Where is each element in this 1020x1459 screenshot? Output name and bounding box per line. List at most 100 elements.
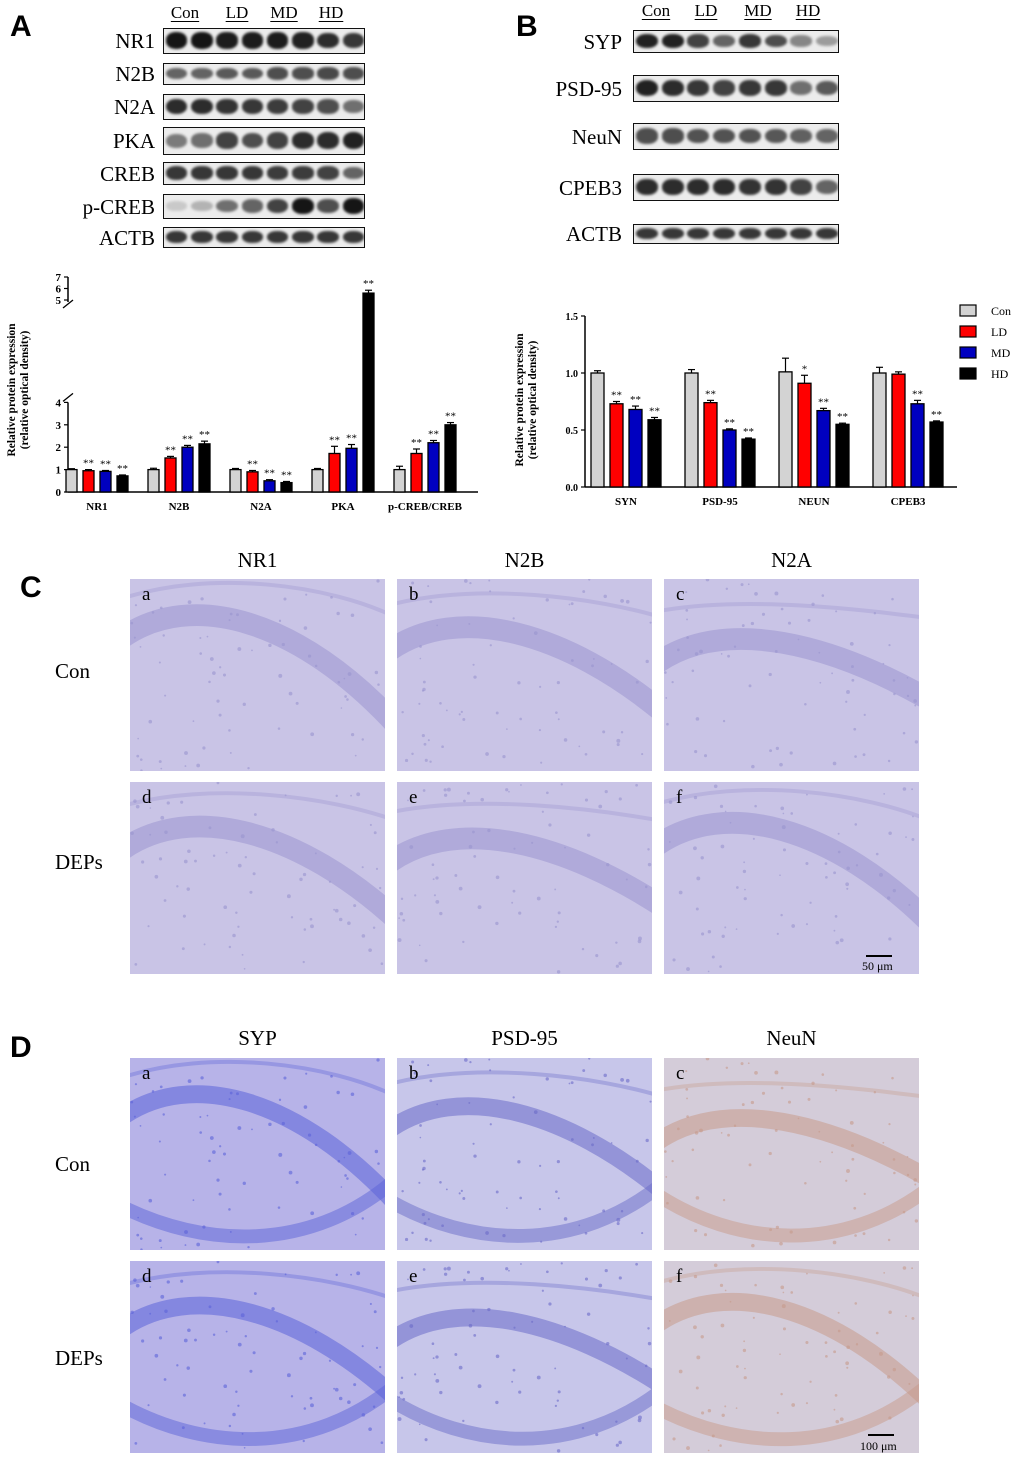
cell-nucleus — [485, 752, 489, 756]
bar-pka-ld — [328, 452, 341, 493]
cell-nucleus — [845, 882, 849, 887]
cell-nucleus — [845, 1361, 849, 1366]
blot-a-band — [292, 166, 314, 180]
cell-nucleus — [209, 657, 214, 661]
cell-nucleus — [418, 1423, 421, 1426]
blot-b-band — [816, 35, 838, 47]
cell-nucleus — [807, 1097, 811, 1101]
cell-nucleus — [882, 662, 885, 665]
cell-nucleus — [887, 1238, 891, 1242]
cell-nucleus — [223, 905, 228, 910]
cell-nucleus — [163, 899, 167, 902]
y-tick-label: 0.0 — [566, 483, 579, 494]
cell-nucleus — [237, 1342, 242, 1347]
cell-nucleus — [130, 621, 134, 625]
cell-nucleus — [427, 585, 430, 588]
cell-nucleus — [649, 1100, 652, 1103]
ihc-d-micrograph-letter-c: c — [676, 1063, 685, 1084]
cell-nucleus — [720, 653, 723, 655]
cell-nucleus — [873, 612, 877, 615]
cell-nucleus — [216, 699, 220, 703]
cell-nucleus — [892, 1158, 896, 1161]
cell-nucleus — [216, 1178, 220, 1182]
cell-nucleus — [284, 1273, 287, 1276]
cell-nucleus — [833, 929, 836, 932]
cell-nucleus — [851, 665, 854, 669]
cell-nucleus — [135, 1283, 140, 1288]
cell-nucleus — [419, 1124, 422, 1127]
cell-nucleus — [854, 755, 857, 758]
cell-nucleus — [774, 1070, 779, 1075]
cell-nucleus — [463, 1278, 466, 1282]
ihc-d-tissue-a — [130, 1058, 385, 1250]
cell-nucleus — [495, 711, 499, 715]
cell-nucleus — [851, 678, 855, 682]
bar-neun-ld — [797, 382, 812, 488]
cell-nucleus — [854, 823, 858, 826]
significance-mark: ** — [931, 409, 942, 421]
cell-nucleus — [435, 1355, 439, 1359]
significance-mark: ** — [329, 434, 340, 446]
cell-nucleus — [376, 1058, 380, 1062]
cell-nucleus — [411, 581, 415, 585]
cell-nucleus — [340, 707, 343, 709]
cell-nucleus — [212, 1150, 216, 1154]
cell-nucleus — [196, 1242, 201, 1247]
cell-nucleus — [912, 815, 914, 818]
cell-nucleus — [252, 1351, 256, 1355]
blot-b-band — [661, 128, 684, 144]
cell-nucleus — [419, 645, 422, 648]
bar-nr1-con — [65, 468, 78, 493]
cell-nucleus — [735, 928, 738, 930]
ihc-d-col-psd95: PSD-95 — [491, 1026, 558, 1050]
significance-mark: ** — [182, 433, 193, 445]
cell-nucleus — [620, 1210, 624, 1213]
cell-nucleus — [914, 1183, 917, 1186]
cell-nucleus — [162, 1113, 165, 1116]
cell-nucleus — [615, 941, 618, 944]
cell-nucleus — [458, 1365, 463, 1370]
cell-nucleus — [421, 734, 425, 738]
cell-nucleus — [893, 692, 896, 696]
cell-nucleus — [584, 1231, 588, 1235]
blot-a-strip-n2a — [163, 94, 365, 120]
cell-nucleus — [740, 583, 744, 587]
cell-nucleus — [208, 1159, 211, 1163]
cell-nucleus — [397, 938, 402, 943]
cell-nucleus — [647, 1341, 652, 1346]
cell-nucleus — [668, 1279, 673, 1283]
cell-nucleus — [776, 1411, 779, 1414]
cell-nucleus — [592, 1136, 595, 1139]
bar-nr1-ld — [82, 470, 95, 493]
cell-nucleus — [546, 1270, 549, 1274]
cell-nucleus — [693, 846, 697, 851]
cell-nucleus — [212, 854, 216, 858]
cell-layer-lower — [130, 1178, 385, 1244]
cell-nucleus — [346, 698, 349, 701]
cell-nucleus — [314, 1331, 317, 1334]
cell-nucleus — [637, 939, 642, 944]
blot-a-band — [266, 32, 289, 49]
cell-nucleus — [724, 926, 727, 929]
cell-nucleus — [414, 894, 417, 897]
blot-a-band — [292, 230, 314, 244]
significance-mark: ** — [428, 428, 439, 440]
cell-nucleus — [439, 1390, 443, 1395]
cell-nucleus — [182, 914, 186, 918]
cell-nucleus — [158, 1336, 163, 1340]
cell-nucleus — [284, 794, 287, 797]
cell-nucleus — [376, 579, 380, 583]
blot-b-band — [764, 128, 787, 144]
significance-mark: ** — [100, 458, 111, 470]
cell-nucleus — [137, 1216, 139, 1219]
bar-nr1-md — [99, 470, 112, 493]
ihc-c-micrograph-letter-b: b — [409, 584, 419, 605]
cell-nucleus — [441, 745, 444, 749]
cell-nucleus — [337, 1159, 341, 1163]
cell-nucleus — [232, 933, 236, 938]
cell-nucleus — [303, 928, 307, 931]
cell-nucleus — [809, 1380, 812, 1383]
cell-nucleus — [846, 887, 849, 890]
ihc-d-micrograph-letter-d: d — [142, 1266, 152, 1287]
cell-nucleus — [754, 1070, 758, 1075]
